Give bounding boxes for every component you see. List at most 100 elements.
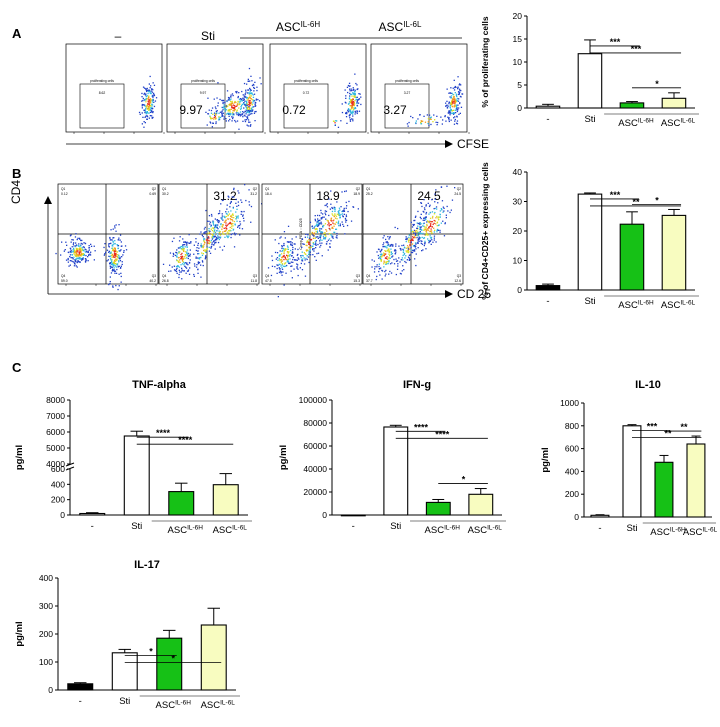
flow-event-dot bbox=[186, 254, 189, 256]
flow-event-dot bbox=[215, 121, 217, 123]
flow-event-dot bbox=[315, 259, 317, 261]
flow-event-dot bbox=[425, 229, 428, 232]
flow-event-dot bbox=[235, 121, 237, 123]
flow-event-dot bbox=[110, 272, 113, 274]
flow-a-gate bbox=[79, 83, 125, 129]
flow-event-dot bbox=[244, 184, 246, 186]
flow-event-dot bbox=[113, 262, 116, 264]
flow-a-header-asc-l: ASCIL-6L bbox=[379, 20, 422, 34]
flow-event-dot bbox=[236, 110, 238, 112]
flow-event-dot bbox=[73, 249, 76, 251]
flow-event-dot bbox=[425, 228, 427, 230]
flow-event-dot bbox=[274, 239, 276, 241]
flow-event-dot bbox=[103, 246, 105, 249]
significance-label: **** bbox=[156, 428, 171, 438]
flow-event-dot bbox=[441, 200, 444, 202]
flow-event-dot bbox=[391, 262, 393, 264]
flow-event-dot bbox=[418, 222, 420, 225]
flow-event-dot bbox=[185, 266, 187, 268]
category-label: ASCIL-6L bbox=[661, 118, 696, 130]
flow-event-dot bbox=[143, 126, 145, 128]
flow-event-dot bbox=[204, 231, 206, 233]
flow-event-dot bbox=[450, 95, 453, 97]
flow-event-dot bbox=[420, 240, 422, 242]
flow-event-dot bbox=[150, 107, 152, 109]
flow-event-dot bbox=[179, 271, 181, 273]
flow-event-dot bbox=[251, 109, 253, 111]
flow-event-dot bbox=[457, 109, 459, 111]
flow-event-dot bbox=[416, 231, 418, 234]
flow-event-dot bbox=[70, 234, 72, 236]
flow-event-dot bbox=[459, 91, 461, 93]
flow-event-dot bbox=[149, 102, 151, 104]
y-tick-label: 80000 bbox=[303, 418, 327, 428]
flow-event-dot bbox=[322, 226, 324, 228]
flow-event-dot bbox=[427, 122, 429, 125]
flow-event-dot bbox=[290, 241, 292, 243]
flow-event-dot bbox=[428, 213, 430, 215]
flow-event-dot bbox=[291, 238, 293, 240]
flow-event-dot bbox=[342, 215, 344, 217]
flow-event-dot bbox=[279, 254, 281, 256]
flow-event-dot bbox=[202, 236, 204, 238]
flow-event-dot bbox=[414, 258, 416, 260]
flow-event-dot bbox=[410, 241, 412, 243]
flow-event-dot bbox=[325, 229, 327, 231]
flow-event-dot bbox=[67, 261, 69, 263]
flow-event-dot bbox=[433, 239, 435, 241]
flow-event-dot bbox=[111, 239, 113, 241]
flow-event-dot bbox=[314, 241, 316, 243]
flow-event-dot bbox=[249, 96, 251, 98]
flow-event-dot bbox=[210, 109, 213, 112]
flow-event-dot bbox=[230, 201, 232, 203]
flow-event-dot bbox=[345, 112, 347, 114]
flow-event-dot bbox=[87, 251, 90, 254]
flow-event-dot bbox=[120, 241, 122, 243]
flow-event-dot bbox=[245, 113, 247, 115]
flow-event-dot bbox=[243, 82, 246, 85]
category-label-sup: IL-6H bbox=[444, 525, 460, 532]
flow-b-inner-axis-label: Comp-PE-A :: CD25 bbox=[299, 218, 303, 249]
flow-event-dot bbox=[329, 208, 331, 210]
flow-event-dot bbox=[232, 225, 234, 227]
flow-event-dot bbox=[350, 110, 352, 112]
flow-event-dot bbox=[221, 199, 224, 202]
flow-event-dot bbox=[352, 118, 354, 120]
flow-event-dot bbox=[449, 92, 451, 94]
flow-event-dot bbox=[207, 97, 209, 99]
flow-event-dot bbox=[388, 248, 390, 250]
flow-event-dot bbox=[332, 222, 334, 224]
flow-event-dot bbox=[78, 257, 80, 259]
flow-event-dot bbox=[232, 229, 234, 231]
flow-event-dot bbox=[419, 222, 421, 224]
flow-event-dot bbox=[249, 103, 251, 105]
flow-event-dot bbox=[322, 233, 324, 235]
flow-event-dot bbox=[69, 260, 71, 262]
flow-event-dot bbox=[447, 116, 449, 118]
flow-event-dot bbox=[324, 232, 326, 234]
flow-event-dot bbox=[79, 250, 81, 252]
flow-event-dot bbox=[121, 245, 123, 247]
flow-event-dot bbox=[427, 234, 429, 236]
flow-event-dot bbox=[207, 237, 209, 239]
flow-event-dot bbox=[315, 231, 317, 233]
flow-event-dot bbox=[77, 245, 79, 247]
flow-event-dot bbox=[79, 252, 81, 254]
flow-event-dot bbox=[305, 244, 307, 246]
flow-event-dot bbox=[224, 230, 227, 232]
flow-event-dot bbox=[429, 240, 431, 242]
flow-event-dot bbox=[351, 99, 353, 101]
flow-event-dot bbox=[230, 94, 232, 96]
flow-event-dot bbox=[283, 254, 285, 257]
flow-event-dot bbox=[354, 100, 356, 102]
flow-event-dot bbox=[112, 241, 114, 243]
flow-event-dot bbox=[149, 101, 151, 103]
flow-event-dot bbox=[336, 201, 338, 203]
flow-event-dot bbox=[453, 123, 456, 125]
flow-event-dot bbox=[242, 99, 244, 101]
flow-event-dot bbox=[295, 259, 297, 261]
flow-event-dot bbox=[349, 109, 351, 111]
flow-event-dot bbox=[84, 258, 87, 260]
